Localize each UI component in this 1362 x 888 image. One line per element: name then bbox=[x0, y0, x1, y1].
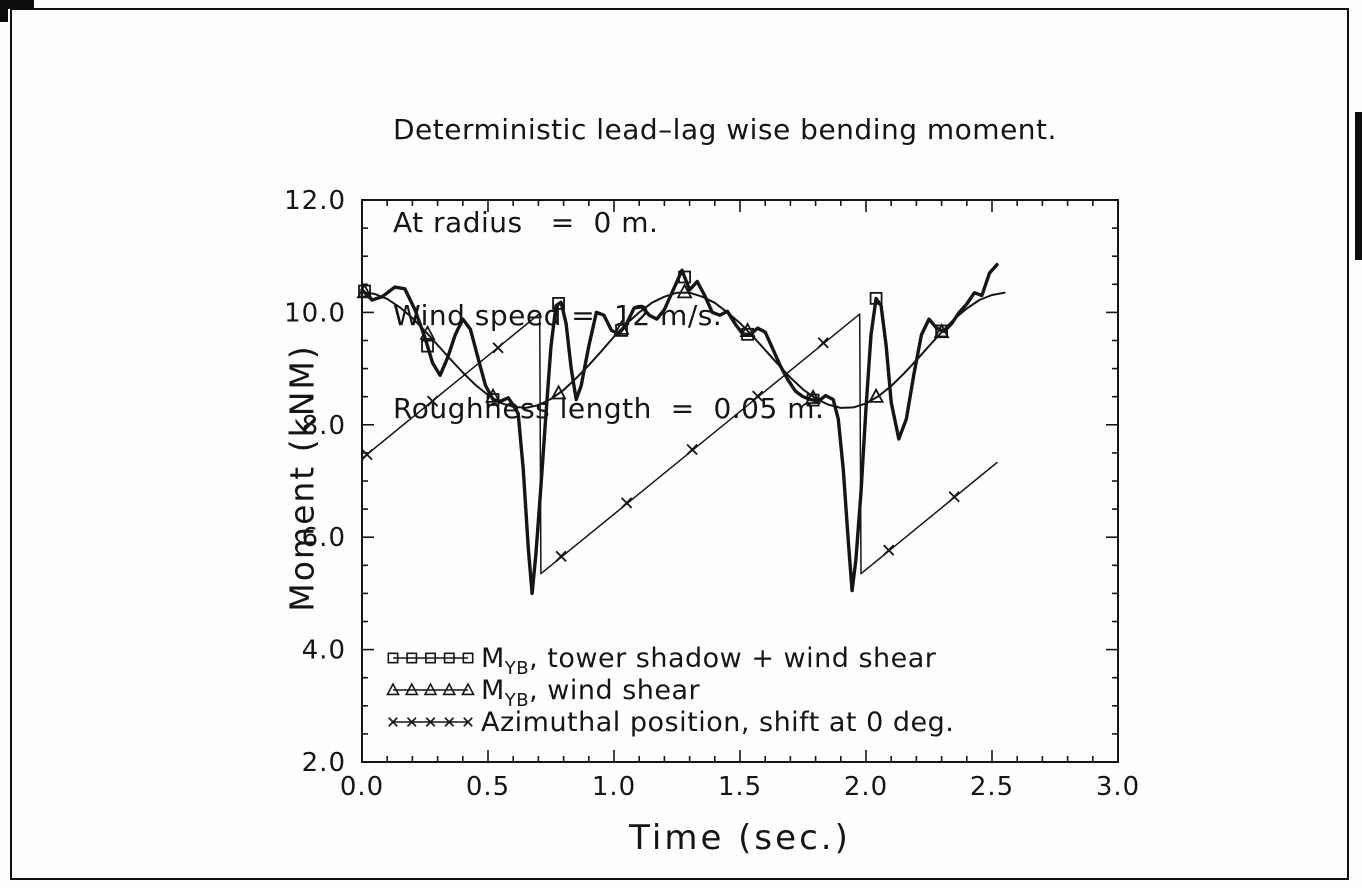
axis-ticks bbox=[361, 199, 1119, 763]
y-tick-label: 12.0 bbox=[284, 186, 346, 216]
y-tick-label: 4.0 bbox=[302, 636, 346, 666]
legend-label: MYB, wind shear bbox=[481, 675, 701, 711]
series-myb-tower-shadow-wind-shear-markers bbox=[358, 270, 948, 407]
y-tick-labels: 2.0 4.0 6.0 8.0 10.0 12.0 bbox=[284, 186, 346, 778]
scan-artifact-corner bbox=[0, 0, 8, 22]
x-tick-label: 1.0 bbox=[592, 772, 636, 802]
y-tick-label: 6.0 bbox=[302, 523, 346, 553]
series-azimuthal-position-markers bbox=[361, 337, 960, 562]
legend-entry-myb-tower-shadow-wind-shear: MYB, tower shadow + wind shear bbox=[387, 643, 937, 679]
title-line-1: Deterministic lead–lag wise bending mome… bbox=[393, 113, 1057, 146]
legend-entry-myb-wind-shear: MYB, wind shear bbox=[386, 675, 701, 711]
x-tick-label: 0.5 bbox=[466, 772, 510, 802]
series-azimuthal-position-line bbox=[361, 312, 998, 575]
y-tick-label: 2.0 bbox=[302, 748, 346, 778]
y-axis-label: Moment (kNM) bbox=[282, 344, 322, 612]
title-line-2: At radius = 0 m. bbox=[393, 206, 659, 239]
y-tick-label: 8.0 bbox=[302, 411, 346, 441]
legend-square-icon bbox=[387, 652, 474, 664]
x-tick-label: 3.0 bbox=[1096, 772, 1140, 802]
x-tick-labels: 0.0 0.5 1.0 1.5 2.0 2.5 3.0 bbox=[340, 772, 1140, 802]
series-myb-wind-shear-markers bbox=[356, 283, 950, 404]
legend-entry-azimuthal-position: Azimuthal position, shift at 0 deg. bbox=[388, 707, 954, 738]
x-tick-label: 2.5 bbox=[970, 772, 1014, 802]
series-myb-tower-shadow-wind-shear-line bbox=[360, 262, 999, 596]
plot-box bbox=[361, 199, 1119, 763]
x-axis-label: Time (sec.) bbox=[629, 818, 851, 858]
series-myb-wind-shear-line bbox=[361, 291, 1006, 409]
legend-triangle-icon bbox=[386, 682, 475, 696]
x-tick-label: 0.0 bbox=[340, 772, 384, 802]
scan-artifact-corner bbox=[0, 0, 34, 9]
legend-label: MYB, tower shadow + wind shear bbox=[481, 643, 937, 679]
y-tick-label: 10.0 bbox=[284, 298, 346, 328]
x-tick-label: 1.5 bbox=[718, 772, 762, 802]
x-tick-label: 2.0 bbox=[844, 772, 888, 802]
legend-label: Azimuthal position, shift at 0 deg. bbox=[481, 707, 954, 738]
legend-x-cross-icon bbox=[388, 717, 473, 727]
scan-artifact-right-edge bbox=[1355, 112, 1362, 260]
